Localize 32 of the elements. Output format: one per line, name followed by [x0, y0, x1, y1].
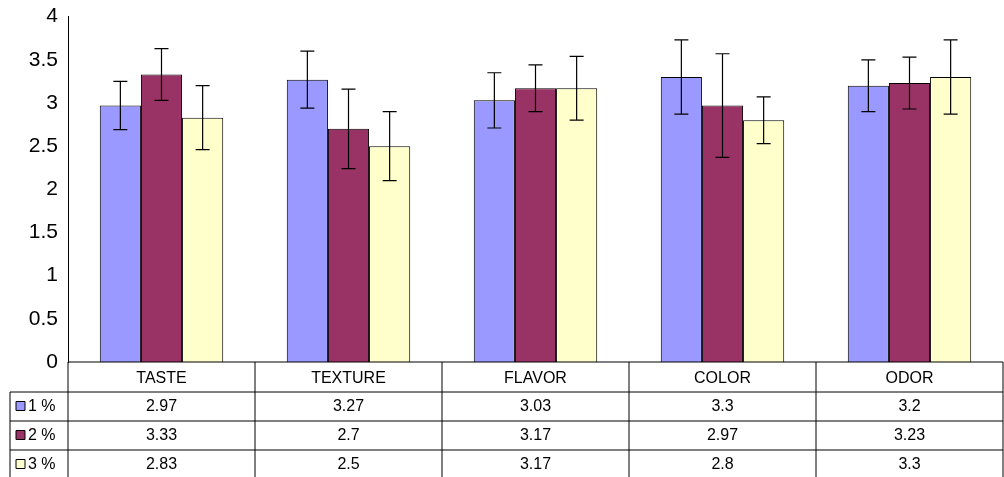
legend-label: 2 %: [28, 425, 56, 443]
data-label: 2.97: [706, 425, 739, 443]
data-label: 2.8: [711, 454, 734, 472]
data-label: 3.3: [711, 396, 734, 414]
data-label: 3.3: [898, 454, 921, 472]
data-label: 3.33: [145, 425, 178, 443]
y-tick-label: 3: [46, 89, 58, 113]
y-tick-label: 2: [46, 176, 58, 200]
data-label: 2.5: [337, 454, 360, 472]
data-label: 3.2: [898, 396, 921, 414]
data-label: 3.03: [519, 396, 552, 414]
data-label: 3.23: [893, 425, 926, 443]
x-tick-label: TASTE: [136, 369, 187, 387]
data-label: 3.27: [332, 396, 365, 414]
legend-label: 3 %: [28, 454, 56, 472]
x-tick-label: FLAVOR: [504, 369, 567, 387]
legend-label: 1 %: [28, 396, 56, 414]
y-tick-label: 2.5: [28, 132, 58, 156]
y-tick-label: 0.5: [28, 305, 58, 329]
y-tick-label: 1.5: [28, 219, 58, 243]
data-label: 2.83: [145, 454, 178, 472]
y-tick-label: 3.5: [28, 46, 58, 70]
data-label: 3.17: [519, 454, 552, 472]
data-label: 2.97: [145, 396, 178, 414]
y-tick-label: 1: [46, 262, 58, 286]
x-tick-label: ODOR: [885, 369, 934, 387]
y-tick-label: 4: [46, 3, 59, 27]
data-label: 2.7: [337, 425, 360, 443]
y-tick-label: 0: [46, 348, 58, 372]
x-tick-label: TEXTURE: [311, 369, 386, 387]
data-label: 3.17: [519, 425, 552, 443]
x-tick-label: COLOR: [694, 369, 751, 387]
